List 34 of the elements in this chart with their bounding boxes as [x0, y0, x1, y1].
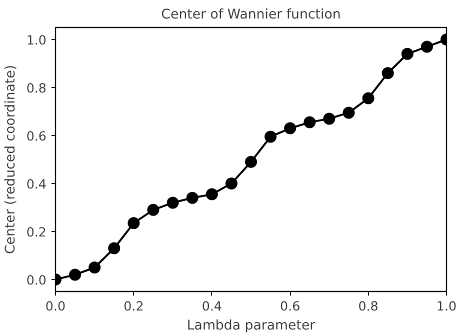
point [69, 268, 82, 281]
point [186, 192, 198, 204]
x-tick-label: 0.4 [202, 298, 222, 314]
point [382, 67, 394, 80]
y-tick-label: 1.0 [26, 32, 47, 48]
point [323, 112, 336, 125]
point [304, 116, 316, 128]
x-tick-label: 0.8 [358, 298, 378, 314]
point [284, 122, 296, 134]
y-tick-label: 0.0 [26, 272, 47, 288]
point [264, 130, 277, 143]
point [147, 204, 160, 216]
x-tick-label: 0.0 [45, 298, 66, 314]
x-tick-label: 1.0 [436, 298, 457, 314]
x-tick-label: 0.6 [280, 298, 300, 314]
point [420, 40, 433, 53]
point [206, 188, 218, 200]
point [166, 196, 179, 209]
y-tick-label: 0.4 [26, 176, 47, 192]
x-tick-label: 0.2 [124, 298, 144, 314]
point [362, 92, 374, 104]
point [128, 217, 140, 230]
y-tick-label: 0.2 [26, 224, 47, 240]
point [108, 242, 120, 254]
point [245, 156, 257, 168]
y-axis-title: Center (reduced coordinate) [3, 64, 18, 254]
point [342, 106, 355, 119]
point [225, 178, 238, 190]
point [88, 262, 101, 274]
point [401, 48, 414, 60]
y-tick-label: 0.8 [26, 80, 47, 96]
chart-title: Center of Wannier function [161, 8, 341, 22]
y-tick-label: 0.6 [26, 128, 47, 144]
x-axis-title: Lambda parameter [186, 318, 316, 334]
